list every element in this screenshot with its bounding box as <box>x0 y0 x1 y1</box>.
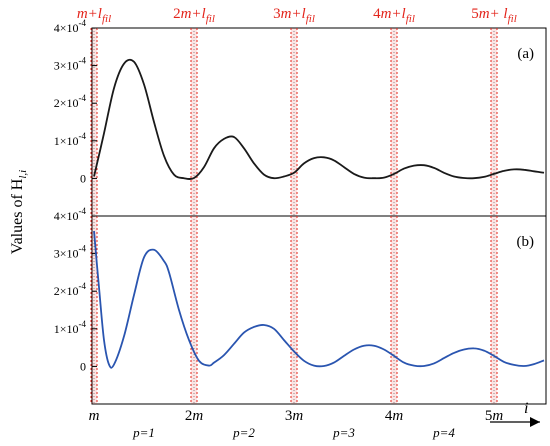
y-tick-label-exp: -4 <box>79 18 87 28</box>
x-mark-num: 2 <box>185 408 193 424</box>
y-axis-label-main: Values of H <box>9 178 26 254</box>
boundary-label-sub: fil <box>406 13 415 25</box>
x-mark-text: m <box>192 408 203 424</box>
boundary-label-sub: fil <box>206 13 215 25</box>
panel-label-a: (a) <box>517 46 534 62</box>
boundary-label-text: m+l <box>77 6 102 22</box>
x-annotations: m 2m 3m 4m 5mp=1 p=2 p=3 p=4 <box>89 408 504 440</box>
y-tick-label-b-1: 3×10-4 <box>54 244 87 261</box>
p-label-4: p=4 <box>432 425 455 440</box>
boundary-band-a-4 <box>390 28 398 216</box>
p-label-1: p=1 <box>132 425 155 440</box>
panel-a-frame <box>91 27 547 217</box>
boundary-band-a-3 <box>290 28 298 216</box>
boundary-fill <box>491 28 497 216</box>
y-tick-label-b-4: 0 <box>80 359 86 373</box>
boundary-band-a-5 <box>490 28 498 216</box>
y-tick-label-base: 1×10 <box>54 322 79 336</box>
y-tick-label-a-1: 3×10-4 <box>54 56 87 73</box>
y-tick-label-exp: -4 <box>79 93 87 103</box>
boundary-label-text: m+ l <box>479 6 508 22</box>
y-tick-label-base: 3×10 <box>54 247 79 261</box>
y-tick-label-exp: -4 <box>79 281 87 291</box>
x-mark-5: 5m <box>485 408 504 424</box>
boundary-fill <box>291 28 297 216</box>
boundary-band-b-1 <box>90 216 98 404</box>
x-mark-num: 5 <box>485 408 493 424</box>
y-tick-label-base: 3×10 <box>54 59 79 73</box>
y-tick-label-base: 2×10 <box>54 284 79 298</box>
x-mark-text: m <box>89 408 100 424</box>
boundary-label-text: m+l <box>181 6 206 22</box>
y-tick-label-exp: -4 <box>79 244 87 254</box>
y-tick-label-exp: -4 <box>79 56 87 66</box>
boundary-fill <box>191 28 197 216</box>
panel-b: 4×10-43×10-42×10-41×10-40(b) <box>54 206 547 405</box>
boundary-fill <box>91 28 97 216</box>
y-tick-label-a-3: 1×10-4 <box>54 131 87 148</box>
boundary-label-sub: fil <box>102 13 111 25</box>
x-mark-text: m <box>492 408 503 424</box>
y-tick-label-a-0: 4×10-4 <box>54 18 87 35</box>
boundary-label-text: m+l <box>281 6 306 22</box>
x-mark-4: 4m <box>385 408 404 424</box>
boundary-fill <box>391 28 397 216</box>
y-tick-label-a-2: 2×10-4 <box>54 93 87 110</box>
series-line-b <box>93 230 545 369</box>
p-label-2: p=2 <box>232 425 255 440</box>
panel-a: 4×10-43×10-42×10-41×10-40(a) <box>54 18 547 217</box>
series-line-a <box>93 58 545 180</box>
y-tick-label-b-0: 4×10-4 <box>54 206 87 223</box>
boundary-label-num: 3 <box>273 6 281 22</box>
boundary-band-b-5 <box>490 216 498 404</box>
boundary-label-num: 5 <box>471 6 479 22</box>
y-tick-label-base: 0 <box>80 359 86 373</box>
y-tick-label-a-4: 0 <box>80 171 86 185</box>
x-mark-3: 3m <box>285 408 304 424</box>
boundary-band-b-4 <box>390 216 398 404</box>
boundary-label-sub: fil <box>508 13 517 25</box>
y-tick-label-exp: -4 <box>79 131 87 141</box>
y-tick-label-b-3: 1×10-4 <box>54 319 87 336</box>
boundary-label-3: 3m+lfil <box>273 6 315 25</box>
boundary-label-sub: fil <box>306 13 315 25</box>
x-mark-num: 4 <box>385 408 393 424</box>
boundary-band-b-3 <box>290 216 298 404</box>
y-tick-label-exp: -4 <box>79 206 87 216</box>
y-tick-label-base: 0 <box>80 171 86 185</box>
boundary-label-text: m+l <box>381 6 406 22</box>
boundary-label-num: 4 <box>373 6 381 22</box>
y-tick-label-base: 4×10 <box>54 209 79 223</box>
x-mark-2: 2m <box>185 408 204 424</box>
boundary-labels: m+lfil 2m+lfil 3m+lfil 4m+lfil 5m+ lfil <box>77 6 517 25</box>
y-axis-label: Values of Hl,i <box>9 170 29 254</box>
y-tick-label-base: 1×10 <box>54 134 79 148</box>
boundary-band-b-2 <box>190 216 198 404</box>
y-tick-label-exp: -4 <box>79 319 87 329</box>
y-tick-label-b-2: 2×10-4 <box>54 281 87 298</box>
x-mark-1: m <box>89 408 100 424</box>
y-tick-label-base: 4×10 <box>54 21 79 35</box>
x-mark-text: m <box>392 408 403 424</box>
boundary-band-a-2 <box>190 28 198 216</box>
y-axis-label-sub: l,i <box>17 170 29 179</box>
boundary-label-1: m+lfil <box>77 6 111 25</box>
boundary-label-4: 4m+lfil <box>373 6 415 25</box>
x-mark-text: m <box>292 408 303 424</box>
boundary-label-5: 5m+ lfil <box>471 6 517 25</box>
p-label-3: p=3 <box>332 425 355 440</box>
boundary-label-2: 2m+lfil <box>173 6 215 25</box>
boundary-band-a-1 <box>90 28 98 216</box>
panel-label-b: (b) <box>517 234 535 250</box>
boundary-label-num: 2 <box>173 6 181 22</box>
panel-b-frame <box>91 215 547 405</box>
x-arrow-label: i <box>524 400 528 417</box>
x-arrow <box>490 417 540 427</box>
x-mark-num: 3 <box>285 408 293 424</box>
y-tick-label-base: 2×10 <box>54 96 79 110</box>
